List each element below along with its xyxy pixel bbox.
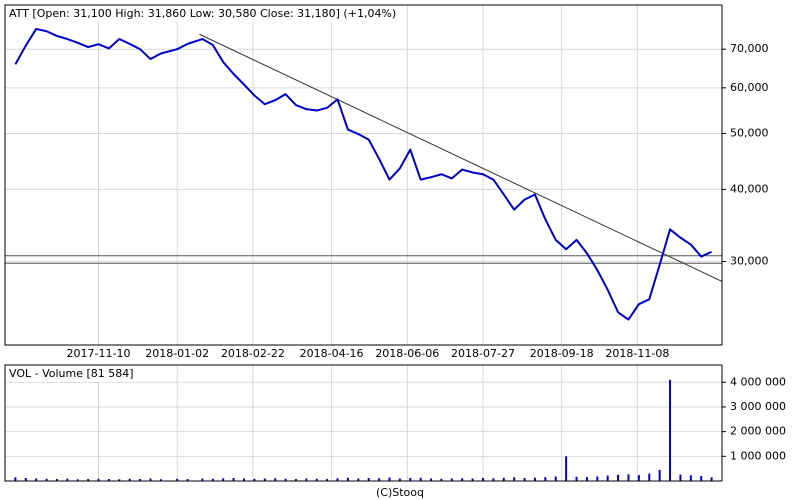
volume-bar	[222, 478, 225, 481]
volume-bar	[305, 478, 308, 481]
volume-bar	[575, 476, 578, 481]
legend-box	[6, 366, 139, 382]
y-tick-label: 30,000	[730, 255, 769, 268]
chart-title: VOL - Volume [81 584]	[9, 367, 134, 380]
volume-bar	[128, 478, 131, 481]
volume-bar	[492, 478, 495, 481]
volume-bar	[617, 474, 620, 481]
footer: (C)Stooq	[376, 486, 424, 499]
volume-bar	[87, 479, 90, 481]
trend-line	[199, 33, 722, 282]
volume-bar	[606, 475, 609, 481]
y-tick-label: 3 000 000	[730, 400, 786, 413]
volume-bar	[139, 479, 142, 481]
plot-frame	[4, 4, 723, 346]
volume-bar	[294, 479, 297, 481]
volume-bar	[35, 478, 38, 481]
volume-bar	[97, 478, 100, 481]
volume-bar	[658, 469, 661, 481]
volume-bar	[263, 478, 266, 481]
volume-bar	[55, 479, 58, 481]
volume-bar	[159, 479, 162, 481]
x-tick-label: 2018-11-08	[605, 347, 669, 360]
x-tick-label: 2017-11-10	[67, 347, 131, 360]
volume-bar	[186, 479, 189, 481]
volume-bar	[274, 478, 277, 481]
volume-bar	[388, 477, 391, 481]
volume-bar	[648, 473, 651, 481]
volume-bar	[378, 478, 381, 481]
volume-bar	[284, 478, 287, 481]
volume-bar	[533, 477, 536, 481]
plot-frame	[4, 364, 723, 482]
volume-bar	[461, 478, 464, 481]
volume-bar	[24, 478, 27, 481]
x-tick-label: 2018-09-18	[530, 347, 594, 360]
x-tick-label: 2018-07-27	[451, 347, 515, 360]
volume-bar	[346, 477, 349, 481]
volume-bar	[211, 478, 214, 481]
volume-bar	[565, 456, 568, 481]
volume-bar	[669, 379, 672, 481]
volume-bar	[243, 478, 245, 481]
volume-bar	[232, 478, 235, 481]
price-line	[14, 27, 713, 321]
volume-bar	[637, 475, 640, 481]
volume-bar	[326, 479, 329, 481]
volume-bar	[471, 478, 474, 481]
y-tick-label: 1 000 000	[730, 449, 786, 462]
volume-bar	[700, 476, 703, 481]
volume-bar	[554, 476, 557, 481]
volume-bar	[523, 478, 526, 481]
volume-bar	[357, 478, 360, 481]
volume-bar	[585, 477, 588, 481]
volume-bar	[201, 478, 204, 481]
chart-title: ATT [Open: 31,100 High: 31,860 Low: 30,5…	[9, 7, 396, 20]
volume-bar	[440, 478, 443, 481]
volume-bar	[430, 478, 433, 481]
volume-bar	[710, 477, 713, 481]
volume-bar	[513, 477, 516, 481]
volume-bar	[315, 478, 318, 481]
x-tick-label: 2018-02-22	[221, 347, 285, 360]
volume-bar	[367, 478, 370, 481]
volume-bar	[482, 478, 484, 481]
volume-bar	[253, 478, 256, 481]
plot-area	[5, 5, 722, 345]
volume-bar	[336, 478, 339, 481]
volume-bar	[450, 478, 453, 481]
x-tick-label: 2018-01-02	[145, 347, 209, 360]
volume-bar	[45, 478, 48, 481]
volume-bar	[409, 478, 412, 481]
volume-bar	[149, 478, 152, 481]
y-tick-label: 60,000	[730, 81, 769, 94]
volume-bar	[689, 475, 692, 481]
y-tick-label: 70,000	[730, 42, 769, 55]
volume-bar	[419, 477, 422, 481]
volume-bar	[76, 479, 79, 481]
volume-bar	[502, 477, 505, 481]
volume-bar	[176, 478, 179, 481]
legend-box	[6, 6, 402, 22]
volume-bar	[544, 477, 547, 481]
y-tick-label: 2 000 000	[730, 425, 786, 438]
volume-bar	[118, 479, 121, 481]
y-tick-label: 50,000	[730, 127, 769, 140]
volume-bar	[66, 478, 69, 481]
x-tick-label: 2018-06-06	[375, 347, 439, 360]
plot-area	[5, 365, 722, 481]
y-tick-label: 4 000 000	[730, 375, 786, 388]
y-tick-label: 40,000	[730, 182, 769, 195]
volume-bar	[627, 474, 630, 481]
volume-bar	[398, 478, 401, 481]
volume-bar	[107, 479, 110, 481]
volume-bar	[14, 477, 17, 481]
x-tick-label: 2018-04-16	[300, 347, 364, 360]
volume-bar	[679, 474, 682, 481]
volume-bar	[596, 476, 599, 481]
